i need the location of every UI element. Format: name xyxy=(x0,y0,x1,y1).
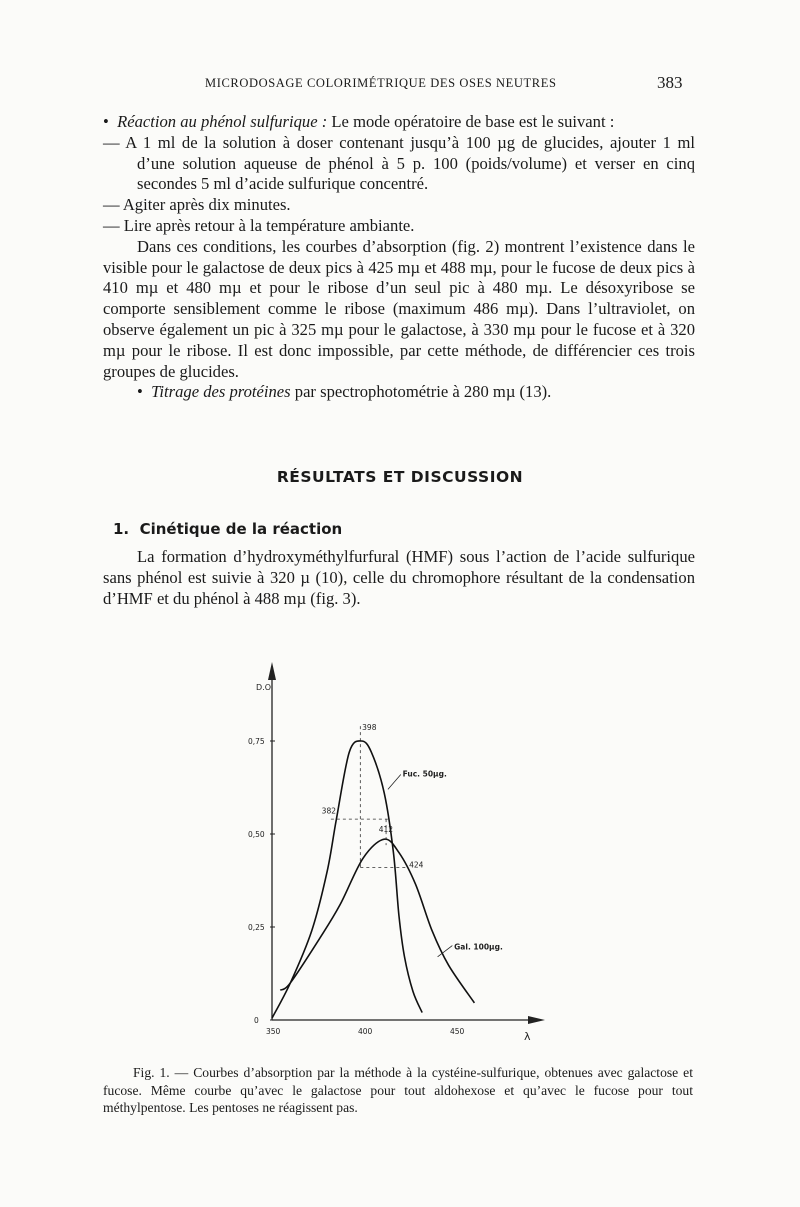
y-axis-label: D.O. xyxy=(256,683,273,692)
peak-annotation: 412 xyxy=(379,825,394,834)
legend-label: Fuc. 50µg. xyxy=(403,769,447,778)
subsection-title-text: Cinétique de la réaction xyxy=(139,520,343,538)
y-tick-label: 0 xyxy=(254,1016,259,1025)
page-number: 383 xyxy=(657,73,683,92)
galactose-leader xyxy=(437,945,453,958)
paragraph-conditions: Dans ces conditions, les courbes d’absor… xyxy=(103,236,695,381)
x-tick-label: 350 xyxy=(266,1027,281,1036)
series-line-galactose xyxy=(279,838,476,1004)
bullet-phenol: • Réaction au phénol sulfurique : Le mod… xyxy=(103,112,615,131)
y-tick-label: 0,75 xyxy=(248,737,265,746)
bullet-proteins: • Titrage des protéines par spectrophoto… xyxy=(137,382,552,402)
step-3: — Lire après retour à la température amb… xyxy=(103,215,415,235)
bullet-phenol-title: Réaction au phénol sulfurique : xyxy=(117,112,328,131)
y-axis-arrow xyxy=(268,662,276,680)
step-2: — Agiter après dix minutes. xyxy=(103,195,291,215)
fucose-leader xyxy=(387,774,402,790)
x-axis-label: λ xyxy=(524,1030,531,1043)
paragraph-kinetics: La formation d’hydroxyméthylfurfural (HM… xyxy=(103,547,695,608)
peak-annotation: 424 xyxy=(409,860,424,869)
y-tick-label: 0,50 xyxy=(248,830,265,839)
peak-annotation: 382 xyxy=(322,807,337,816)
bullet-phenol-text: Le mode opératoire de base est le suivan… xyxy=(327,112,615,131)
subsection-title: 1. Cinétique de la réaction xyxy=(113,520,342,538)
peak-annotation: 398 xyxy=(362,723,377,732)
section-title: RÉSULTATS ET DISCUSSION xyxy=(276,468,524,486)
running-title: MICRODOSAGE COLORIMÉTRIQUE DES OSES NEUT… xyxy=(205,76,557,90)
figure-caption: Fig. 1. — Courbes d’absorption par la mé… xyxy=(103,1065,693,1115)
legend-label: Gal. 100µg. xyxy=(454,942,503,951)
step-1: — A 1 ml de la solution à doser contenan… xyxy=(103,132,695,194)
x-axis-arrow xyxy=(528,1016,545,1024)
bullet-proteins-text: par spectrophotométrie à 280 mµ (13). xyxy=(290,382,552,402)
x-tick-label: 450 xyxy=(450,1027,465,1036)
series-line-fucose xyxy=(271,740,423,1019)
y-tick-label: 0,25 xyxy=(248,923,265,932)
body-upper: • Réaction au phénol sulfurique : Le mod… xyxy=(103,112,695,403)
bullet-proteins-title: Titrage des protéines xyxy=(151,382,291,402)
x-tick-label: 400 xyxy=(358,1027,373,1036)
subsection-number: 1. xyxy=(113,520,130,538)
